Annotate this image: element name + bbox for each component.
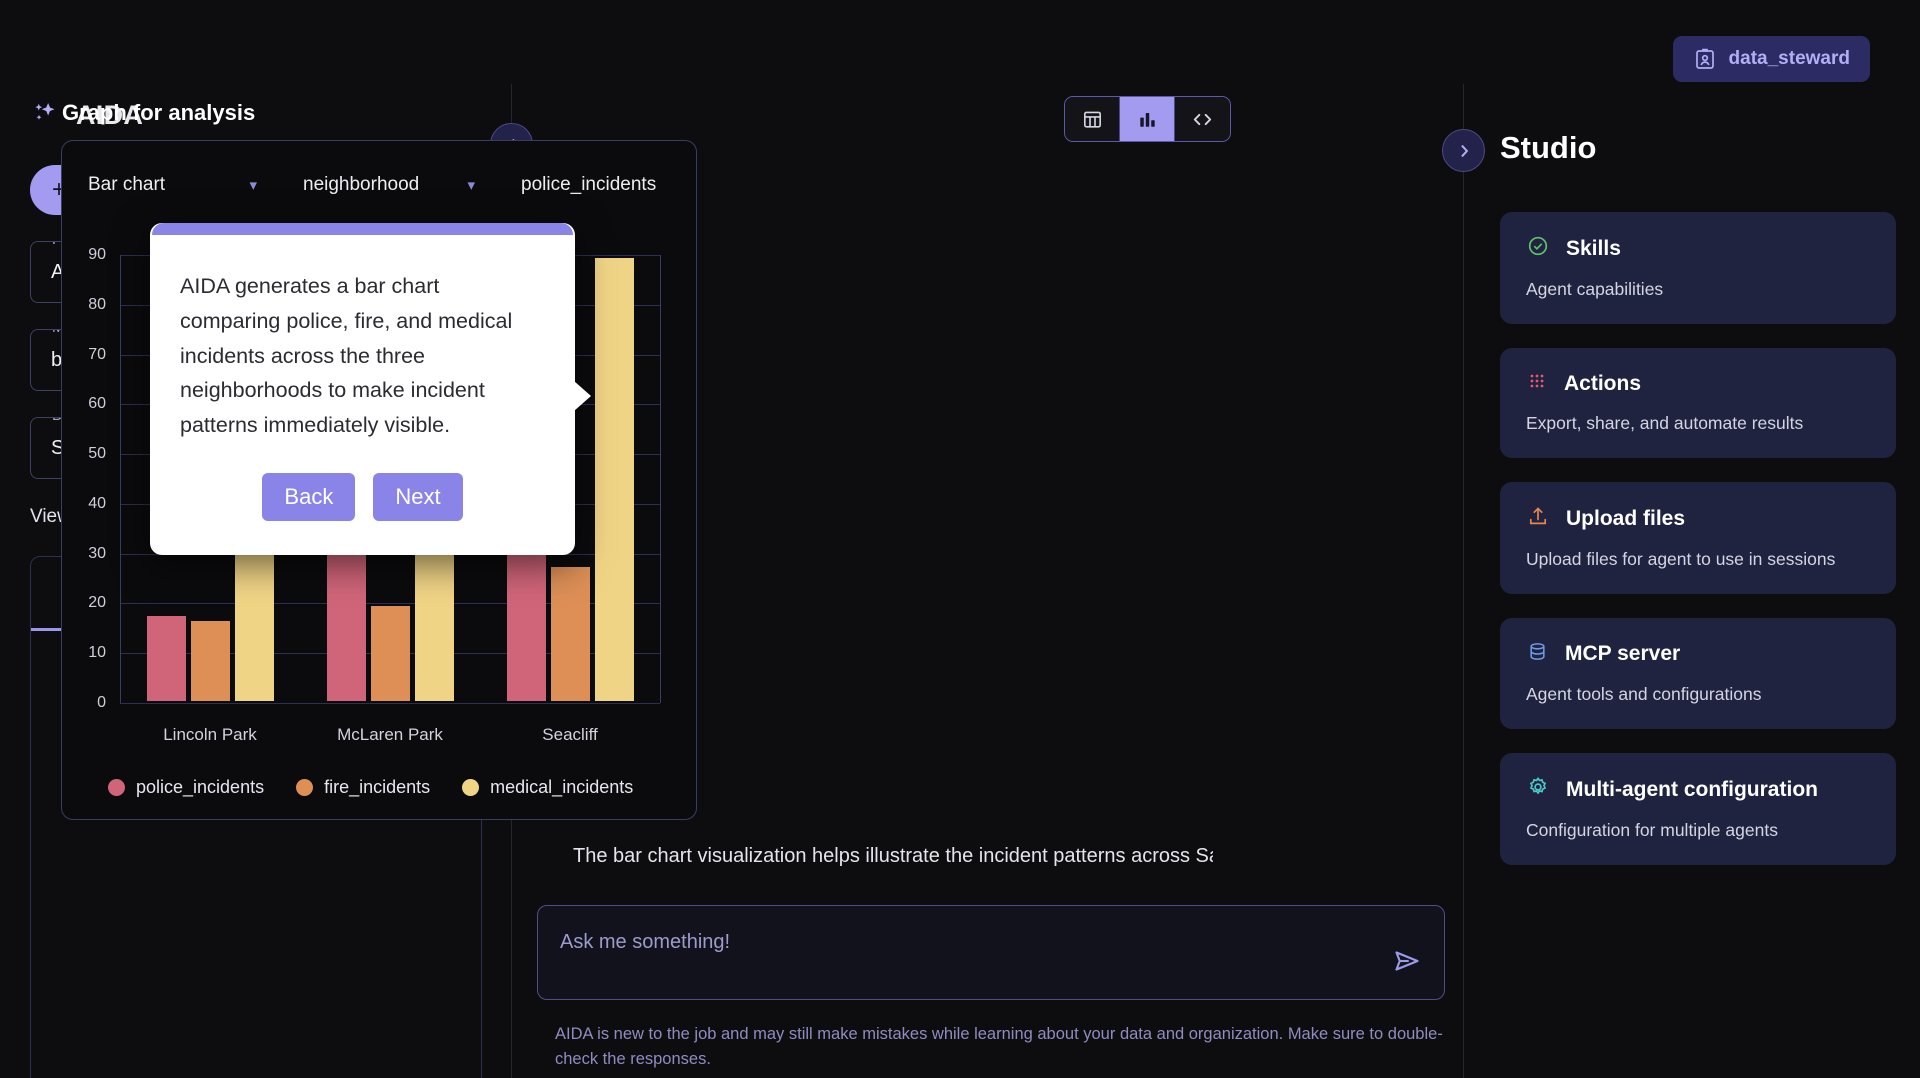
x-axis-tick: Lincoln Park xyxy=(163,725,257,744)
card-title: Upload files xyxy=(1566,506,1686,530)
tour-popover-text: AIDA generates a bar chart comparing pol… xyxy=(180,274,513,438)
card-head: Actions xyxy=(1526,370,1870,397)
studio-card-actions[interactable]: Actions Export, share, and automate resul… xyxy=(1500,348,1896,458)
x-axis-tick: Seacliff xyxy=(542,725,598,744)
chart-type-value: Bar chart xyxy=(88,174,166,195)
bar[interactable] xyxy=(594,257,634,701)
y-axis-tick: 40 xyxy=(88,494,106,512)
card-head: Skills xyxy=(1526,234,1870,263)
plot-right-edge xyxy=(660,255,661,703)
y-axis-tick: 70 xyxy=(88,345,106,363)
studio-panel: Studio Skills Agent capabilities Actions Ex… xyxy=(1464,0,1920,1078)
y-axis-tick: 60 xyxy=(88,395,106,413)
tour-popover-buttons: Back Next xyxy=(180,473,545,535)
y-axis-tick: 10 xyxy=(88,644,106,662)
check-circle-icon xyxy=(1526,234,1550,263)
card-head: MCP server xyxy=(1526,640,1870,668)
card-subtitle: Agent capabilities xyxy=(1526,279,1664,299)
card-subtitle: Agent tools and configurations xyxy=(1526,684,1762,704)
card-subtitle: Export, share, and automate results xyxy=(1526,413,1804,433)
x-axis-dropdown[interactable]: neighborhood ▾ xyxy=(277,174,495,196)
analysis-text: The bar chart visualization helps illust… xyxy=(573,845,1213,867)
brand: AIDA xyxy=(30,98,482,133)
upload-icon xyxy=(1526,504,1550,533)
bar-chart-icon[interactable] xyxy=(1120,97,1175,141)
card-subtitle: Upload files for agent to use in session… xyxy=(1526,549,1836,569)
studio-card-mcp-server[interactable]: MCP server Agent tools and configurations xyxy=(1500,618,1896,729)
database-icon xyxy=(1526,640,1549,668)
grid-dots-icon xyxy=(1526,370,1548,397)
y-axis-tick: 80 xyxy=(88,295,106,313)
chevron-down-icon: ▾ xyxy=(467,177,475,194)
chart-controls: Bar chart ▾ neighborhood ▾ police_incide… xyxy=(62,141,696,229)
y-axis-tick: 50 xyxy=(88,445,106,463)
tour-popover-arrow xyxy=(574,381,591,411)
x-axis-tick: McLaren Park xyxy=(337,725,443,744)
legend-swatch xyxy=(462,779,480,796)
legend-label: medical_incidents xyxy=(490,777,634,797)
chevron-right-icon xyxy=(1460,144,1468,157)
back-button[interactable]: Back xyxy=(262,473,356,522)
legend-label: police_incidents xyxy=(136,777,265,797)
sparkles-icon xyxy=(30,98,60,133)
card-title: MCP server xyxy=(1565,642,1681,665)
view-toggle-group xyxy=(1064,96,1231,142)
studio-card-upload-files[interactable]: Upload files Upload files for agent to us… xyxy=(1500,482,1896,594)
legend-item[interactable]: police_incidents xyxy=(108,777,264,798)
bar[interactable] xyxy=(146,616,186,701)
next-button[interactable]: Next xyxy=(373,473,463,522)
gridline xyxy=(120,603,660,605)
tour-popover: AIDA generates a bar chart comparing pol… xyxy=(150,223,591,556)
y-axis-value: police_incidents xyxy=(521,174,657,195)
gear-icon xyxy=(1526,775,1550,804)
id-card-icon xyxy=(1693,47,1717,71)
x-axis-value: neighborhood xyxy=(303,174,420,195)
chart-legend: police_incidents fire_incidents medical_in… xyxy=(108,777,633,798)
bar[interactable] xyxy=(370,606,410,701)
legend-item[interactable]: fire_incidents xyxy=(296,777,430,798)
chart-type-dropdown[interactable]: Bar chart ▾ xyxy=(62,174,277,196)
send-icon[interactable] xyxy=(1392,946,1422,981)
collapse-right-panel-button[interactable] xyxy=(1442,129,1485,172)
card-title: Multi-agent configuration xyxy=(1566,777,1818,801)
legend-label: fire_incidents xyxy=(324,777,431,797)
user-badge-label: data_steward xyxy=(1728,48,1850,69)
studio-card-list: Skills Agent capabilities Actions Export, s… xyxy=(1500,212,1896,889)
y-axis-tick: 90 xyxy=(88,246,106,263)
chat-composer[interactable]: Ask me something! xyxy=(537,905,1445,1000)
y-axis-tick: 30 xyxy=(88,544,106,562)
gridline xyxy=(120,703,660,704)
brand-title: AIDA xyxy=(76,100,144,130)
y-axis-line xyxy=(120,255,121,703)
y-axis-tick: 20 xyxy=(88,594,106,612)
chevron-down-icon: ▾ xyxy=(249,177,257,194)
card-title: Skills xyxy=(1566,236,1621,260)
card-subtitle: Configuration for multiple agents xyxy=(1526,820,1778,840)
legend-swatch xyxy=(108,779,125,796)
card-title: Actions xyxy=(1564,371,1642,395)
tour-popover-body: AIDA generates a bar chart comparing pol… xyxy=(150,235,575,555)
y-axis-dropdown[interactable]: police_incidents xyxy=(495,174,695,196)
legend-swatch xyxy=(296,779,314,796)
bar[interactable] xyxy=(326,551,366,701)
user-badge[interactable]: data_steward xyxy=(1672,36,1870,82)
code-icon[interactable] xyxy=(1175,97,1230,141)
page-title: Graph for analysis xyxy=(62,100,256,125)
bar[interactable] xyxy=(550,566,590,701)
bar[interactable] xyxy=(190,621,230,701)
card-head: Upload files xyxy=(1526,504,1870,533)
studio-title: Studio xyxy=(1500,130,1597,165)
card-head: Multi-agent configuration xyxy=(1526,775,1870,804)
studio-card-multi-agent-configuration[interactable]: Multi-agent configuration Configuration f… xyxy=(1500,753,1896,865)
disclaimer-text: AIDA is new to the job and may still mak… xyxy=(555,1025,1443,1068)
studio-card-skills[interactable]: Skills Agent capabilities xyxy=(1500,212,1896,324)
table-icon[interactable] xyxy=(1065,97,1120,141)
y-axis-tick: 0 xyxy=(97,694,106,711)
right-divider xyxy=(1463,84,1464,1078)
search-input-placeholder: Ask me something! xyxy=(560,931,731,953)
tour-progress-bar xyxy=(152,223,573,235)
legend-item[interactable]: medical_incidents xyxy=(462,777,633,798)
